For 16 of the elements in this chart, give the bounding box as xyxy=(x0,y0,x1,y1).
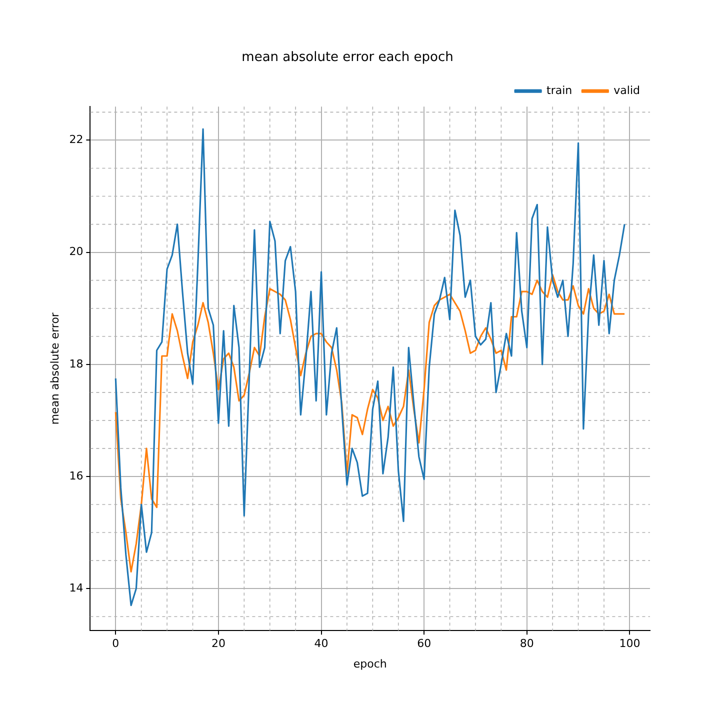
x-tick-label: 100 xyxy=(619,637,640,650)
x-tick-label: 40 xyxy=(314,637,328,650)
x-tick-label: 80 xyxy=(520,637,534,650)
y-axis-title: mean absolute error xyxy=(48,312,62,425)
x-tick-label: 20 xyxy=(211,637,226,650)
x-axis-title: epoch xyxy=(353,657,387,670)
x-tick-label: 0 xyxy=(112,637,120,650)
y-tick-label: 20 xyxy=(69,245,84,258)
y-tick-label: 22 xyxy=(69,133,84,146)
chart-title: mean absolute error each epoch xyxy=(242,50,454,66)
y-tick-label: 14 xyxy=(69,581,84,594)
x-tick-label: 60 xyxy=(417,637,432,650)
legend-label: train xyxy=(546,84,572,97)
legend-label: valid xyxy=(614,84,640,97)
y-tick-label: 18 xyxy=(69,357,84,370)
y-tick-label: 16 xyxy=(69,469,84,482)
